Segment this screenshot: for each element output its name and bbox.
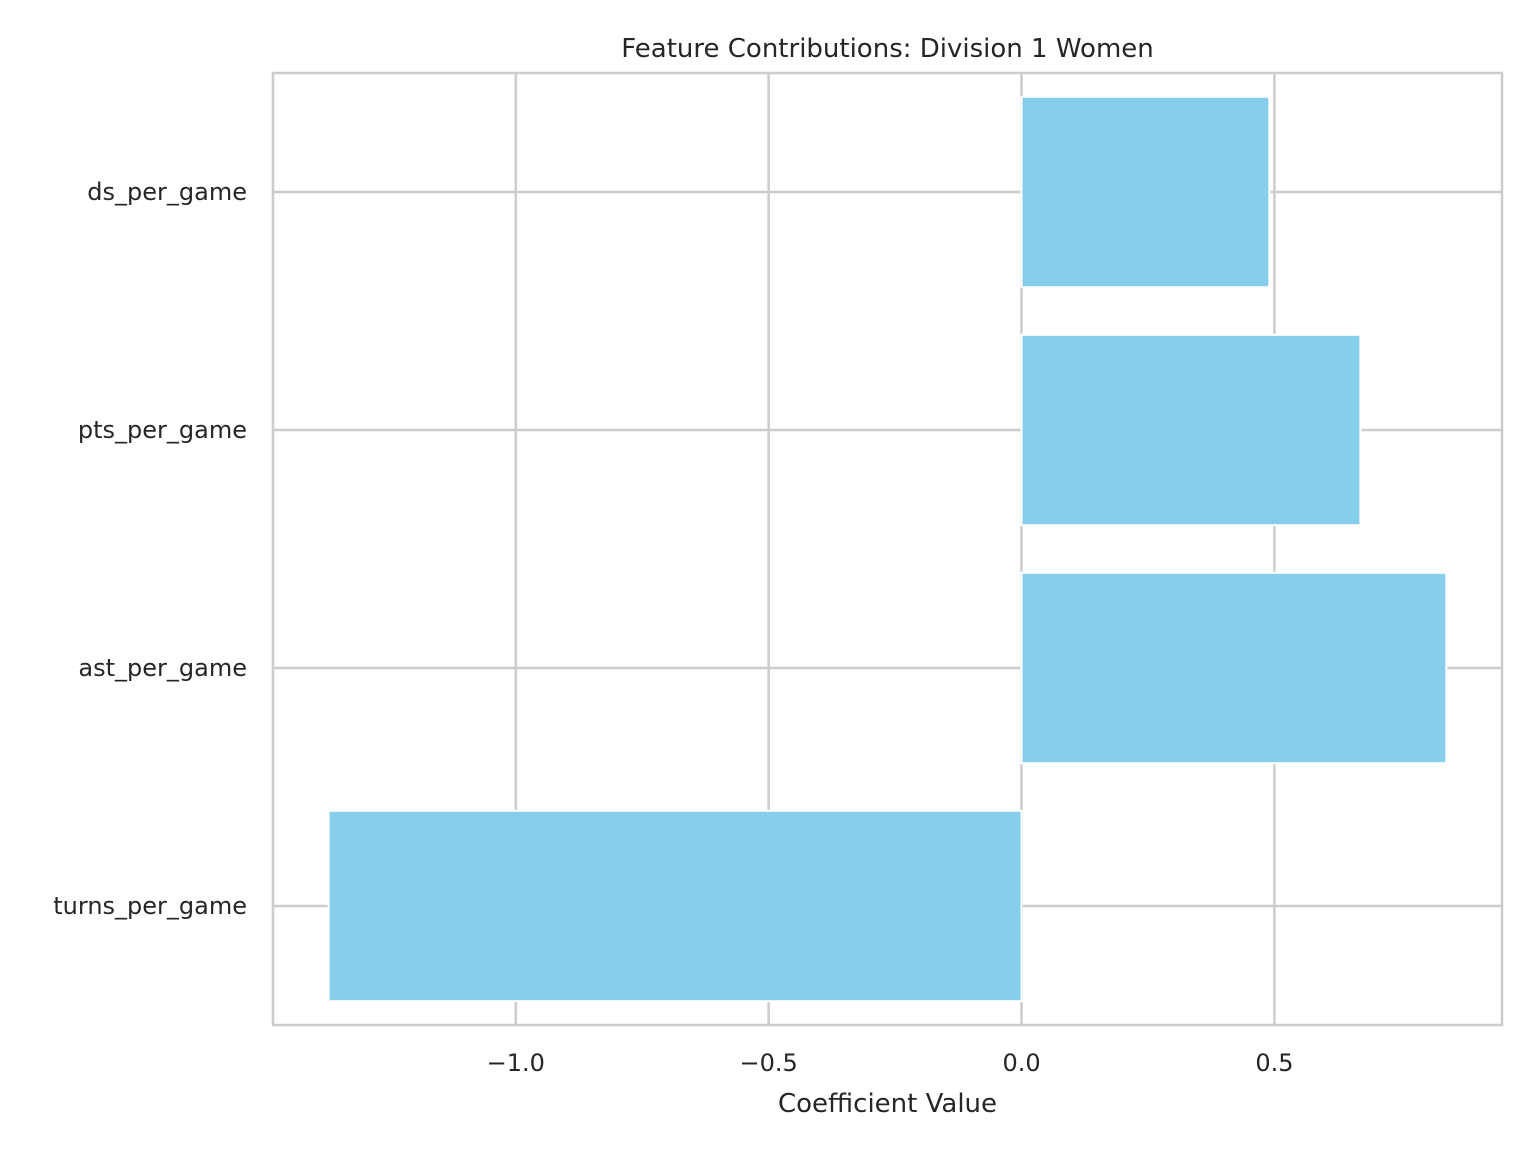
y-category-label: turns_per_game bbox=[53, 892, 247, 920]
bar-turns-per-game bbox=[327, 809, 1023, 1003]
plot-frame bbox=[271, 71, 1504, 1027]
bar-ast-per-game bbox=[1020, 571, 1448, 765]
y-category-label: pts_per_game bbox=[78, 416, 247, 444]
x-tick-label: −1.0 bbox=[487, 1049, 545, 1077]
y-category-label: ds_per_game bbox=[87, 178, 247, 206]
bar-pts-per-game bbox=[1020, 333, 1362, 527]
x-tick-label: −0.5 bbox=[740, 1049, 798, 1077]
x-tick-labels: −1.0 −0.5 0.0 0.5 bbox=[487, 1049, 1294, 1077]
y-category-label: ast_per_game bbox=[78, 654, 247, 682]
x-axis-label: Coefficient Value bbox=[778, 1089, 997, 1119]
chart-title: Feature Contributions: Division 1 Women bbox=[621, 34, 1154, 64]
bars bbox=[327, 95, 1448, 1003]
x-tick-label: 0.0 bbox=[1002, 1049, 1040, 1077]
plot-border bbox=[271, 71, 1504, 1027]
y-category-labels: turns_per_game ast_per_game pts_per_game ds… bbox=[53, 178, 247, 920]
x-tick-label: 0.5 bbox=[1255, 1049, 1293, 1077]
bar-ds-per-game bbox=[1020, 95, 1271, 289]
